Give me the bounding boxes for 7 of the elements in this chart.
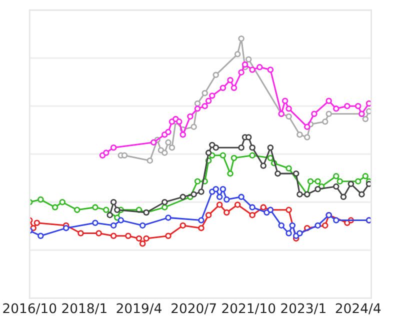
x-tick-label: 2024/4: [336, 303, 381, 314]
x-tick-label: 2020/7: [172, 303, 216, 314]
x-tick-label: 2019/4: [116, 303, 162, 314]
x-tick-label: 2023/1: [281, 303, 326, 314]
x-tick-label: 2018/1: [62, 303, 106, 314]
x-tick-label: 2021/10: [222, 303, 276, 314]
x-tick-label: 2016/10: [3, 303, 56, 314]
